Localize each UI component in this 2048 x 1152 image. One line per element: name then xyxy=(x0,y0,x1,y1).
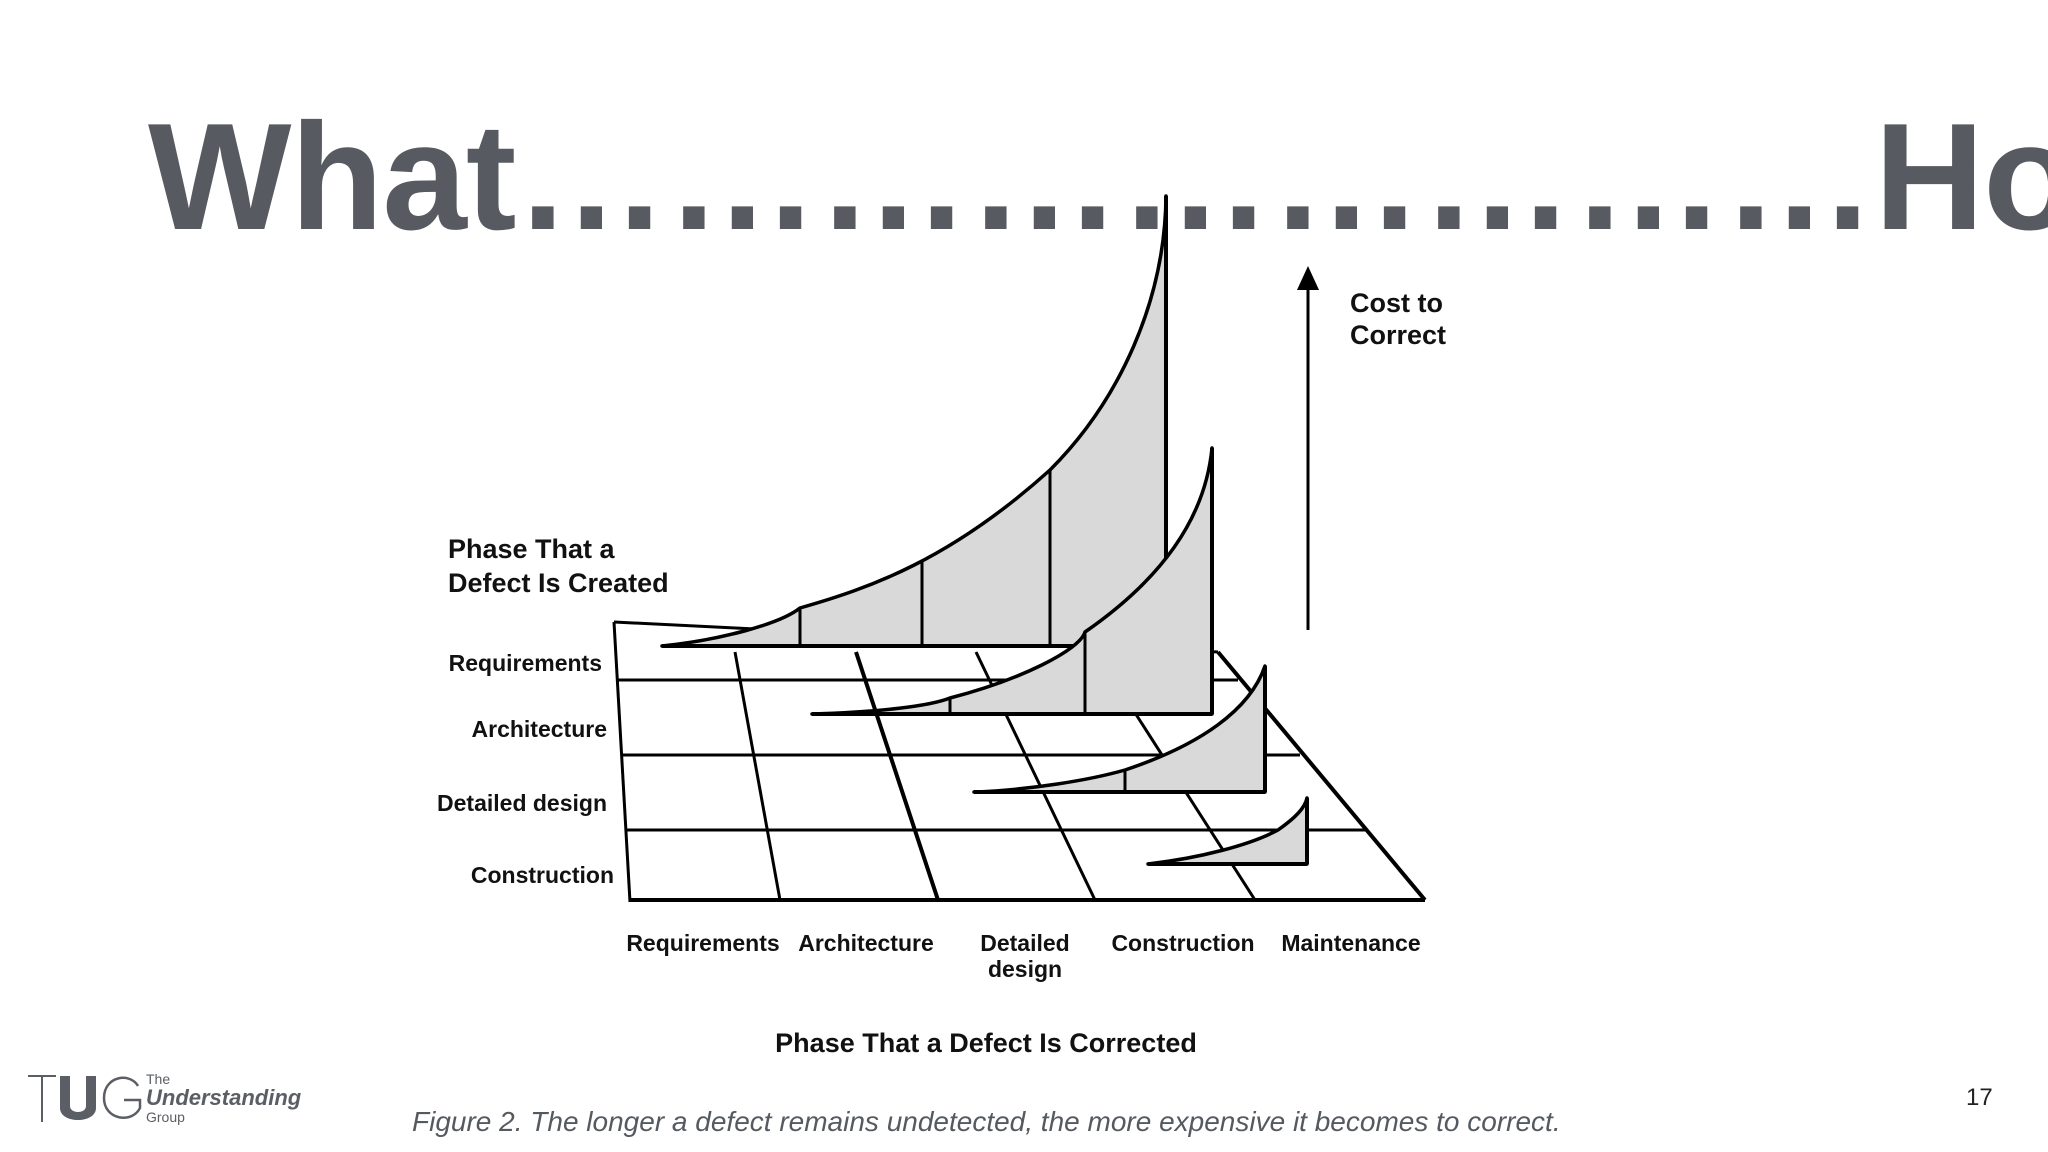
page-number: 17 xyxy=(1966,1084,1993,1111)
curve-architecture xyxy=(810,446,1214,716)
corrected-phase-label: Requirements xyxy=(626,930,779,956)
grid-col-line xyxy=(854,651,940,901)
created-axis-title-line1: Phase That a xyxy=(448,534,616,564)
curve-detailed-design xyxy=(972,664,1267,794)
grid-col-line xyxy=(733,651,782,901)
created-phase-label: Architecture xyxy=(472,716,607,742)
cost-label-line1: Cost to xyxy=(1350,288,1443,318)
created-phase-label: Detailed design xyxy=(437,790,607,816)
tug-logo-mark xyxy=(28,1075,142,1122)
logo-the: The xyxy=(146,1071,171,1087)
corrected-phase-label-line2: design xyxy=(988,956,1062,982)
corrected-axis-title: Phase That a Defect Is Corrected xyxy=(775,1028,1197,1058)
corrected-phase-label: Maintenance xyxy=(1281,930,1420,956)
cost-arrow-head xyxy=(1297,266,1319,290)
created-phase-label: Requirements xyxy=(449,650,602,676)
curve-requirements-fill xyxy=(660,194,1168,648)
logo-understanding: Understanding xyxy=(146,1085,302,1110)
corrected-phase-label: Detailed xyxy=(980,930,1069,956)
corrected-phase-label: Architecture xyxy=(798,930,933,956)
created-phase-label: Construction xyxy=(471,862,614,888)
cost-arrow xyxy=(1297,266,1319,630)
logo-group: Group xyxy=(146,1109,185,1125)
curve-detailed-design-fill xyxy=(972,664,1267,794)
corrected-phase-label: Construction xyxy=(1111,930,1254,956)
created-axis-title-line2: Defect Is Created xyxy=(448,568,669,598)
curve-requirements xyxy=(660,194,1168,648)
company-logo: The Understanding Group xyxy=(26,1072,306,1128)
figure-caption: Figure 2. The longer a defect remains un… xyxy=(412,1106,1561,1137)
cost-label-line2: Correct xyxy=(1350,320,1446,350)
grid-left-edge xyxy=(612,621,632,903)
curve-construction xyxy=(1146,796,1309,866)
slide-title: What………………………How xyxy=(148,92,2048,262)
curve-architecture-fill xyxy=(810,446,1214,716)
logo-wordmark: The Understanding Group xyxy=(146,1072,301,1124)
